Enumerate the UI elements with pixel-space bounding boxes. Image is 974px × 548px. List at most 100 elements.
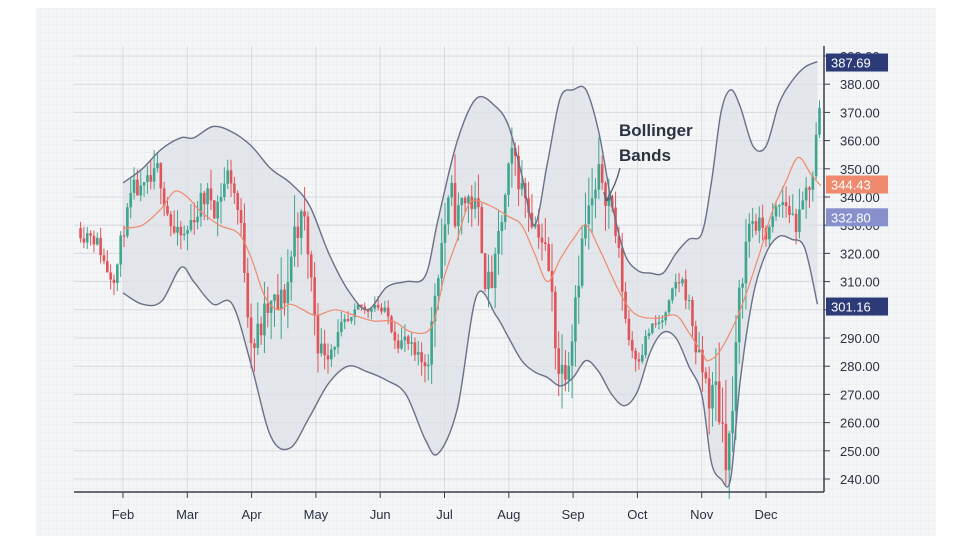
candle-body (717, 381, 721, 423)
candle-body (590, 198, 594, 206)
y-tick-label: 240.00 (840, 472, 880, 487)
candle-body (630, 340, 634, 351)
candle-body (346, 319, 350, 321)
candle-body (674, 282, 678, 289)
x-tick-label: Sep (562, 507, 585, 522)
candle-body (731, 410, 734, 434)
candle-body (798, 209, 801, 233)
candle-body (721, 422, 724, 424)
candle-body (279, 289, 283, 310)
price-label-box (826, 208, 888, 227)
candle-body (403, 336, 407, 341)
candle-body (711, 385, 714, 409)
candle-body (544, 242, 547, 245)
candle-body (467, 196, 470, 204)
candle-body (373, 304, 377, 309)
candle-body (336, 332, 340, 348)
candle-body (413, 342, 417, 355)
x-tick-label: Nov (690, 507, 714, 522)
candle-body (229, 170, 233, 184)
candle-body (209, 188, 213, 201)
candle-body (804, 187, 808, 201)
candle-body (186, 229, 189, 234)
candle-body (771, 216, 774, 227)
candle-body (333, 347, 336, 350)
candle-body (266, 303, 270, 313)
candle-body (470, 196, 474, 209)
y-tick-label: 250.00 (840, 444, 880, 459)
candle-body (206, 188, 209, 205)
candle-body (584, 224, 587, 239)
candle-body (657, 322, 661, 324)
candle-body (343, 319, 347, 323)
price-label-value: 344.43 (831, 178, 871, 193)
candle-body (634, 350, 637, 360)
candle-body (410, 342, 413, 344)
band-fill-area (123, 61, 818, 487)
candle-body (570, 341, 574, 366)
candle-body (166, 205, 169, 215)
candle-body (684, 279, 688, 301)
candle-body (213, 200, 216, 219)
candle-body (99, 237, 102, 256)
candle-body (443, 224, 447, 243)
candle-body (129, 192, 133, 208)
candle-body (457, 205, 460, 227)
candle-body (400, 340, 403, 349)
candle-body (430, 321, 433, 365)
y-tick-label: 350.00 (840, 162, 880, 177)
price-label-value: 387.69 (831, 56, 871, 71)
x-tick-label: Oct (627, 507, 648, 522)
candle-body (390, 316, 393, 332)
candle-body (737, 287, 741, 343)
candle-body (146, 175, 149, 183)
candle-body (223, 183, 226, 198)
candle-body (644, 336, 647, 355)
candle-body (540, 237, 544, 243)
candle-body (661, 320, 664, 323)
candle-body (226, 170, 229, 184)
annotation-arrow (603, 167, 621, 202)
candle-body (681, 279, 684, 284)
candle-body (530, 212, 534, 228)
candle-body (637, 359, 641, 362)
candle-body (624, 291, 627, 319)
candle-body (149, 175, 153, 182)
candle-body (818, 107, 821, 135)
candle-body (788, 206, 791, 215)
candle-body (102, 255, 106, 262)
candle-body (269, 300, 273, 313)
candle-body (179, 226, 183, 236)
candle-body (547, 244, 550, 271)
candle-body (249, 317, 253, 344)
candle-body (350, 316, 353, 321)
y-tick-label: 360.00 (840, 134, 880, 149)
candle-body (426, 364, 430, 367)
x-tick-label: Aug (497, 507, 520, 522)
candle-body (85, 233, 89, 243)
candle-body (253, 343, 256, 348)
candle-body (513, 147, 517, 156)
candle-body (366, 309, 370, 312)
candle-body (801, 200, 805, 210)
candle-body (172, 226, 176, 233)
candle-body (597, 164, 601, 190)
candle-body (383, 307, 387, 312)
candle-body (640, 354, 644, 362)
candle-body (420, 352, 423, 363)
x-tick-label: Jul (436, 507, 453, 522)
candle-body (406, 336, 410, 344)
y-tick-label: 260.00 (840, 416, 880, 431)
candle-body (396, 340, 400, 349)
candle-body (236, 193, 240, 211)
candle-body (564, 364, 567, 380)
x-tick-label: Dec (754, 507, 778, 522)
candle-body (450, 182, 454, 198)
candle-body (136, 179, 139, 196)
candle-body (500, 222, 504, 232)
candle-body (199, 192, 203, 217)
candle-body (768, 226, 771, 240)
candle-body (627, 318, 631, 341)
candle-body (480, 207, 484, 254)
